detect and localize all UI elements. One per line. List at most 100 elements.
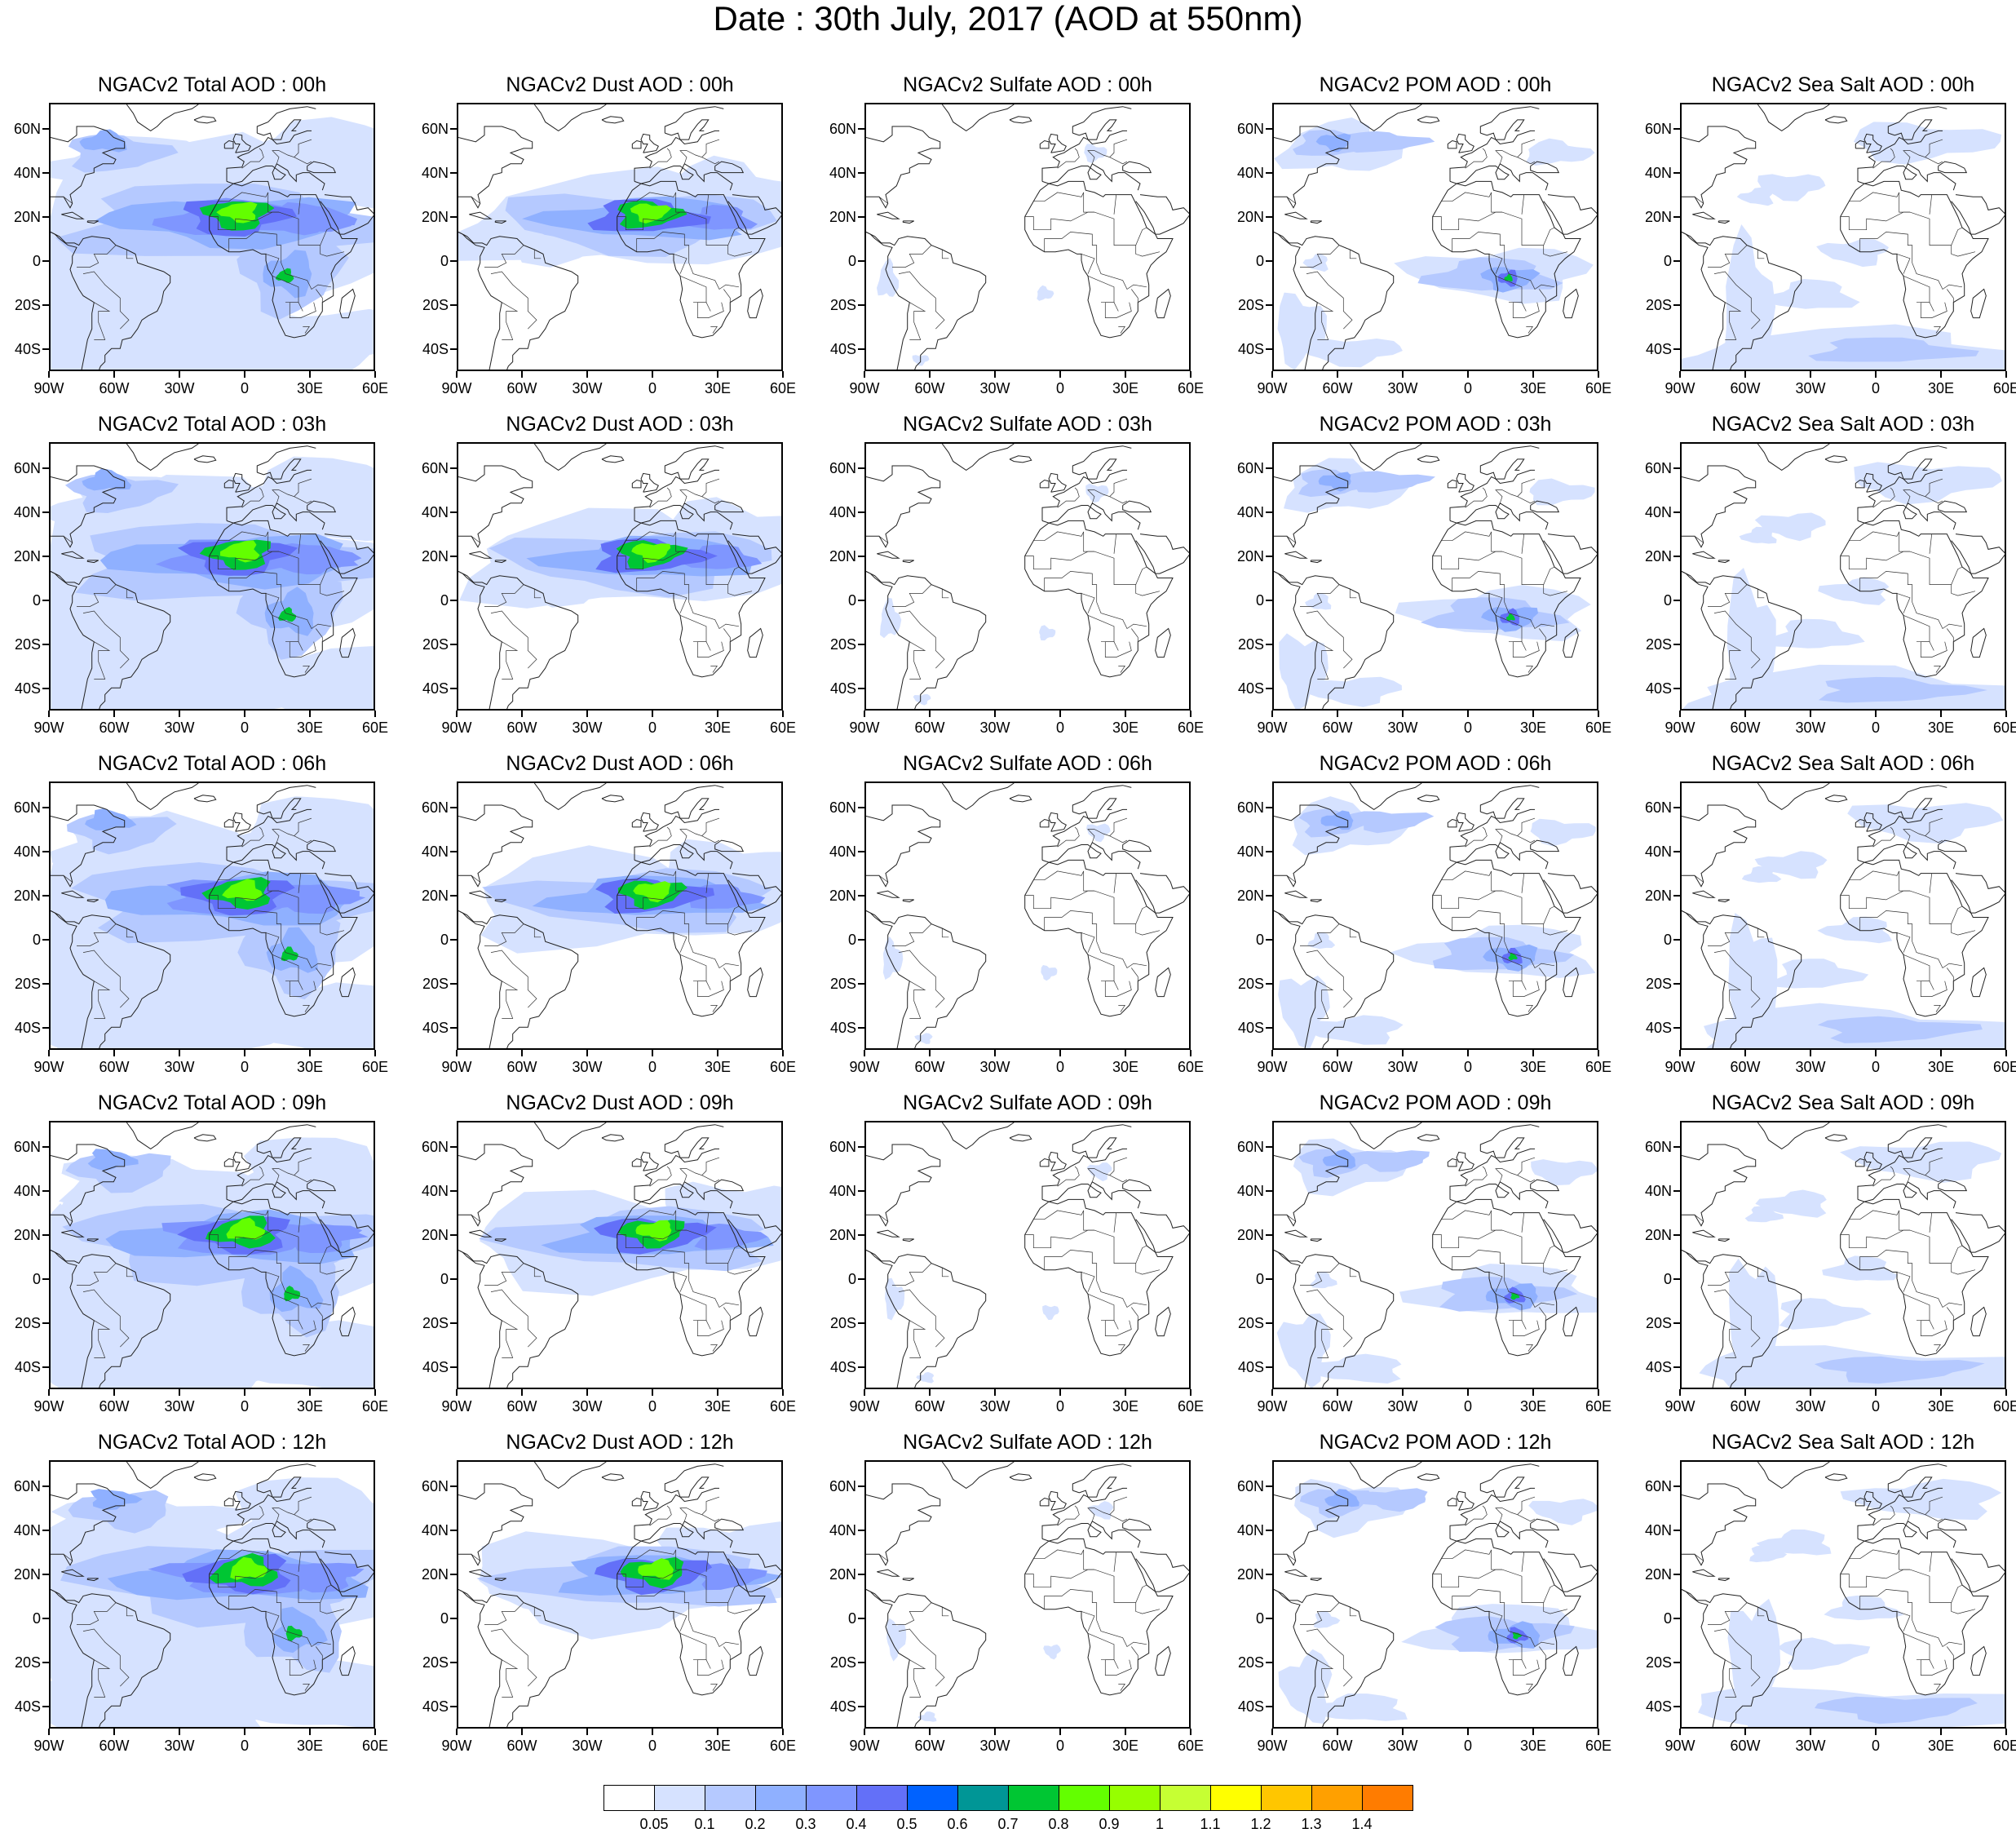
lon-tick-label: 60W [1322, 380, 1353, 396]
country-border [1131, 1646, 1138, 1669]
coastline [634, 1148, 719, 1200]
lon-tick-label: 0 [648, 1738, 657, 1754]
coastline [665, 798, 710, 819]
lon-tick-label: 90W [849, 1059, 880, 1075]
lat-tick [858, 216, 864, 219]
country-border [1725, 302, 1742, 340]
lat-tick-label: 0 [1663, 592, 1672, 609]
aod-contour-region [216, 201, 258, 224]
aod-contour-region [630, 203, 672, 224]
lat-tick-label: 60N [1644, 1139, 1672, 1156]
country-border [649, 148, 672, 169]
coastline [1155, 967, 1171, 998]
coastline [458, 804, 533, 888]
lat-tick [1673, 1190, 1680, 1193]
country-border [1757, 1607, 1765, 1617]
country-border [727, 227, 740, 246]
coastline [1447, 818, 1457, 828]
country-border [1509, 981, 1527, 990]
panel-title: NGACv2 Dust AOD : 00h [506, 73, 734, 96]
panel-title: NGACv2 Total AOD : 00h [97, 73, 327, 96]
country-border [1101, 641, 1119, 651]
country-border [228, 232, 332, 290]
country-border [1087, 954, 1132, 997]
aod-contour-region [68, 1490, 169, 1534]
lat-tick [42, 348, 49, 351]
coastline [1480, 1137, 1525, 1158]
coastline [1447, 139, 1457, 149]
lon-tick [374, 1389, 376, 1396]
country-border [272, 1496, 312, 1521]
aod-contour-region [285, 1625, 303, 1641]
lon-tick-label: 60E [1177, 1059, 1205, 1075]
country-border [1441, 1210, 1492, 1220]
country-border [1024, 1229, 1161, 1275]
country-border [272, 954, 316, 997]
country-border [298, 194, 302, 215]
country-border [272, 614, 316, 657]
lon-tick-label: 30E [1519, 1738, 1547, 1754]
country-border [1465, 1166, 1488, 1187]
country-border [209, 890, 345, 936]
lat-tick [858, 600, 864, 602]
map-plot-area [457, 442, 783, 711]
country-border [1135, 1245, 1147, 1264]
lat-tick [1266, 128, 1272, 131]
country-border [1087, 1157, 1128, 1182]
colorbar-swatch [1160, 1785, 1211, 1811]
lat-tick [1266, 1190, 1272, 1193]
coastline [665, 119, 710, 140]
coastline [256, 445, 316, 473]
lon-tick [864, 1729, 865, 1735]
lon-tick [1467, 1050, 1469, 1056]
lon-tick-label: 60W [914, 719, 945, 736]
lon-tick-label: 30W [572, 1738, 603, 1754]
country-border [82, 610, 130, 669]
aod-contour-region [1504, 273, 1513, 282]
country-border [1488, 254, 1503, 274]
aod-contour-region [85, 808, 137, 830]
map-plot-area [457, 103, 783, 371]
coastline [1682, 570, 1726, 709]
aod-field-svg [866, 1122, 1189, 1388]
lon-tick-label: 60E [769, 719, 797, 736]
lon-tick-label: 30W [979, 1398, 1010, 1415]
coastline [257, 458, 302, 480]
lat-tick [42, 1146, 49, 1149]
coastline [1863, 1151, 1882, 1171]
country-border [1917, 1659, 1934, 1669]
lon-tick-label: 0 [1463, 719, 1472, 736]
coastline [1024, 180, 1174, 339]
country-border [710, 1005, 718, 1012]
coastline [1072, 119, 1117, 140]
country-border [1929, 1552, 1933, 1572]
coastline [1274, 1249, 1395, 1388]
coastline [1863, 133, 1882, 153]
coastline [1072, 106, 1132, 134]
coastline [1274, 1483, 1349, 1566]
country-border [126, 250, 134, 259]
country-border [1849, 870, 1900, 881]
coastline [1041, 1148, 1127, 1200]
lon-tick-label: 30E [1112, 1738, 1139, 1754]
aod-field-svg [1274, 783, 1597, 1048]
country-border [1113, 1212, 1117, 1233]
country-border [1024, 211, 1161, 257]
country-border [636, 232, 740, 290]
lon-tick [1679, 1050, 1681, 1056]
country-border [126, 928, 134, 938]
country-border [1925, 835, 1943, 843]
coastline [458, 1483, 533, 1566]
coastline [1041, 503, 1141, 530]
coastline [339, 1645, 356, 1676]
lat-tick [450, 600, 457, 602]
lat-tick-label: 40N [13, 1522, 41, 1539]
coastline [1449, 1148, 1535, 1200]
lon-tick-label: 30W [1795, 1398, 1826, 1415]
coastline [86, 1578, 99, 1582]
map-panel-seasalt-03h: NGACv2 Sea Salt AOD : 03h 60N 40N 20N 0 20S 40… [1645, 414, 2016, 765]
country-border [1495, 1157, 1536, 1182]
country-border [1872, 487, 1895, 508]
coastline [1682, 1483, 1757, 1566]
aod-contour-region [1847, 803, 2004, 844]
